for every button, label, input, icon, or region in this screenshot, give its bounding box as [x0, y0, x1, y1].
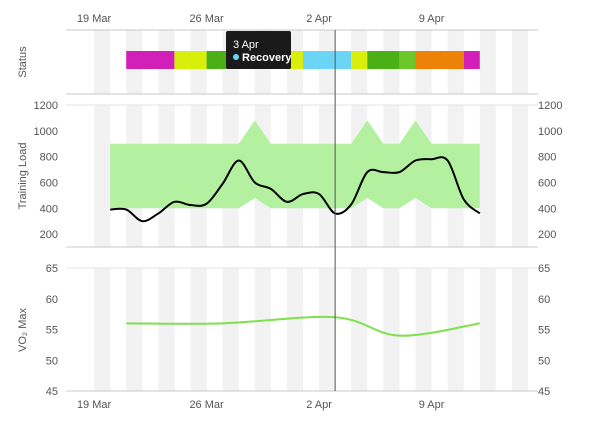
tl-y-tick-right: 200 — [538, 229, 556, 241]
day-stripe — [94, 30, 111, 94]
tooltip: 3 Apr Recovery — [226, 31, 292, 69]
tl-y-tick-right: 1200 — [538, 100, 562, 112]
tl-y-tick-left: 1200 — [34, 100, 58, 112]
tl-y-tick-left: 400 — [40, 203, 58, 215]
day-stripe — [158, 268, 175, 391]
panel-frames — [66, 29, 538, 392]
day-stripe — [319, 268, 336, 391]
status-timeline — [126, 51, 480, 69]
x-tick-label-top: 19 Mar — [77, 13, 112, 25]
vo2-y-tick-right: 55 — [538, 325, 550, 337]
day-stripe — [511, 30, 528, 94]
day-stripe — [94, 105, 111, 247]
x-tick-label-bottom: 9 Apr — [419, 399, 445, 411]
x-tick-label-top: 2 Apr — [306, 13, 332, 25]
axes: 19 Mar 19 Mar 26 Mar 26 Mar 2 Apr 2 Apr 9 Apr 9… — [17, 13, 562, 411]
x-tick-label-top: 9 Apr — [419, 13, 445, 25]
tooltip-date: 3 Apr — [233, 39, 259, 51]
status-segment — [303, 51, 352, 69]
tl-y-tick-right: 400 — [538, 203, 556, 215]
vo2-y-tick-left: 50 — [46, 355, 58, 367]
vo2-y-tick-left: 45 — [46, 386, 58, 398]
vo2-y-tick-right: 50 — [538, 355, 550, 367]
x-tick-label-top: 26 Mar — [189, 13, 224, 25]
vo2-y-tick-left: 65 — [46, 263, 58, 275]
vo2-y-tick-right: 65 — [538, 263, 550, 275]
vo2-y-tick-right: 45 — [538, 386, 550, 398]
day-stripe — [479, 105, 496, 247]
tl-y-tick-left: 800 — [40, 152, 58, 164]
vo2-axis-title: VO₂ Max — [17, 308, 29, 353]
tl-y-tick-left: 1000 — [34, 126, 58, 138]
tl-y-tick-left: 200 — [40, 229, 58, 241]
day-stripe — [286, 268, 303, 391]
vo2-y-tick-left: 60 — [46, 294, 58, 306]
day-stripe — [190, 268, 207, 391]
day-stripe — [254, 268, 271, 391]
tooltip-box — [226, 31, 291, 69]
day-stripe — [351, 268, 368, 391]
day-stripe — [94, 268, 111, 391]
tl-y-tick-right: 600 — [538, 177, 556, 189]
tl-y-tick-right: 800 — [538, 152, 556, 164]
status-segment — [367, 51, 400, 69]
tl-y-tick-left: 600 — [40, 177, 58, 189]
day-stripes — [94, 30, 528, 391]
day-stripe — [479, 30, 496, 94]
x-tick-label-bottom: 2 Apr — [306, 399, 332, 411]
training-load-band-area — [110, 120, 480, 209]
status-segment — [351, 51, 368, 69]
recovery-dot — [233, 54, 239, 60]
day-stripe — [415, 268, 432, 391]
status-axis-title: Status — [17, 46, 29, 78]
x-tick-label-bottom: 26 Mar — [189, 399, 224, 411]
tl-y-tick-right: 1000 — [538, 126, 562, 138]
day-stripe — [479, 268, 496, 391]
day-stripe — [447, 268, 464, 391]
training-load-band — [110, 120, 480, 209]
day-stripe — [126, 268, 143, 391]
tooltip-label: Recovery — [242, 52, 292, 64]
status-segment — [399, 51, 416, 69]
day-stripe — [222, 268, 239, 391]
vo2-y-tick-left: 55 — [46, 325, 58, 337]
status-segment — [126, 51, 175, 69]
status-segment — [463, 51, 480, 69]
x-tick-label-bottom: 19 Mar — [77, 399, 112, 411]
day-stripe — [511, 105, 528, 247]
day-stripe — [511, 268, 528, 391]
vo2-y-tick-right: 60 — [538, 294, 550, 306]
day-stripe — [383, 268, 400, 391]
status-segment — [415, 51, 464, 69]
training-load-line — [110, 156, 481, 223]
tl-axis-title: Training Load — [17, 143, 29, 210]
status-segment — [174, 51, 207, 69]
